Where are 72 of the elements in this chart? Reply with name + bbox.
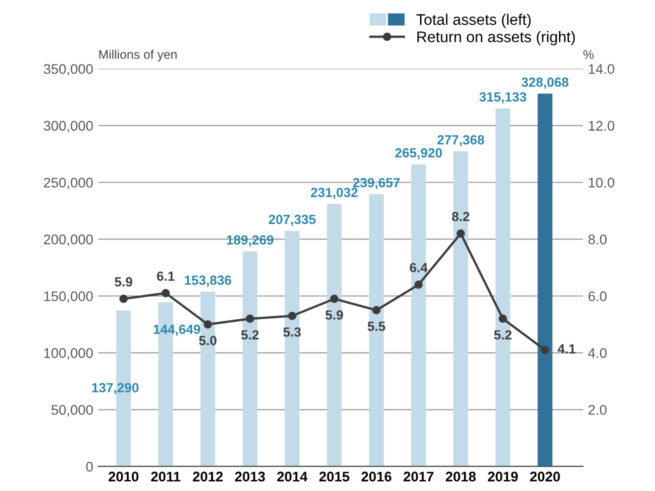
data-label: 239,657 — [353, 178, 400, 190]
x-tick-label: 2017 — [404, 472, 434, 482]
point — [456, 229, 465, 238]
x-tick-label: 2020 — [530, 472, 560, 482]
data-label: 5.2 — [241, 330, 259, 340]
y2-tick-label: 10.0 — [588, 178, 614, 188]
y2-tick-label: 12.0 — [588, 120, 614, 131]
data-label: 153,836 — [184, 276, 232, 287]
y2-tick-label: 14.0 — [588, 64, 614, 74]
x-tick-label: 2016 — [361, 472, 392, 482]
bar — [411, 164, 426, 466]
bar — [538, 94, 552, 466]
point — [414, 280, 423, 289]
y2-tick-label: 2.0 — [588, 404, 607, 415]
data-label: 144,649 — [154, 324, 200, 336]
data-label: 265,920 — [395, 148, 442, 160]
x-tick-label: 2014 — [277, 472, 308, 482]
legend-label: Return on assets (right) — [417, 31, 575, 46]
data-label: 4.1 — [558, 344, 576, 354]
data-label: 277,368 — [437, 135, 484, 146]
bar — [284, 230, 300, 466]
data-label: 6.4 — [410, 262, 428, 272]
bar — [369, 194, 384, 466]
data-label: 231,032 — [310, 188, 358, 200]
data-label: 315,133 — [479, 92, 526, 104]
x-tick-label: 2012 — [192, 472, 223, 482]
y-tick-label: 300,000 — [44, 120, 93, 132]
data-label: 328,068 — [521, 78, 568, 89]
y-tick-label: 150,000 — [44, 291, 93, 303]
y-tick-label: 100,000 — [44, 348, 93, 360]
x-tick-label: 2018 — [446, 472, 476, 482]
data-label: 5.5 — [368, 322, 386, 332]
data-label: 5.3 — [283, 327, 301, 337]
y-tick-label: 250,000 — [44, 178, 93, 190]
point — [246, 314, 254, 323]
data-label: 137,290 — [92, 383, 139, 394]
point — [204, 320, 212, 329]
data-label: 5.0 — [199, 336, 216, 346]
bar — [495, 108, 510, 466]
x-tick-label: 2013 — [235, 472, 265, 482]
x-tick-label: 2015 — [319, 472, 350, 482]
point — [330, 294, 338, 304]
data-label: 5.2 — [494, 330, 512, 340]
bar — [453, 151, 468, 466]
point — [372, 306, 381, 314]
y2-axis-title: % — [583, 50, 594, 59]
point — [162, 288, 170, 298]
y2-tick-label: 4.0 — [588, 348, 607, 358]
x-tick-label: 2010 — [108, 472, 138, 482]
y2-tick-label: 6.0 — [588, 291, 607, 302]
x-tick-label: 2011 — [151, 472, 180, 482]
x-tick-label: 2019 — [488, 472, 518, 482]
legend-label: Total assets (left) — [416, 14, 531, 28]
data-label: 189,269 — [226, 235, 274, 247]
y-tick-label: 50,000 — [51, 404, 93, 416]
y-tick-label: 0 — [86, 462, 93, 472]
point — [288, 312, 296, 320]
data-label: 5.9 — [114, 277, 132, 287]
y2-tick-label: 8.0 — [588, 234, 607, 244]
bar — [242, 251, 258, 466]
data-label: 8.2 — [452, 212, 470, 222]
bar — [326, 204, 342, 466]
y-axis-title: Millions of yen — [99, 50, 177, 62]
data-label: 207,335 — [268, 214, 316, 226]
bar — [200, 292, 216, 466]
point — [119, 294, 128, 304]
data-label: 6.1 — [157, 271, 174, 281]
y-tick-label: 350,000 — [44, 64, 93, 76]
point — [540, 346, 550, 354]
point — [498, 314, 508, 323]
y-tick-label: 200,000 — [44, 234, 93, 246]
data-label: 5.9 — [326, 310, 343, 320]
